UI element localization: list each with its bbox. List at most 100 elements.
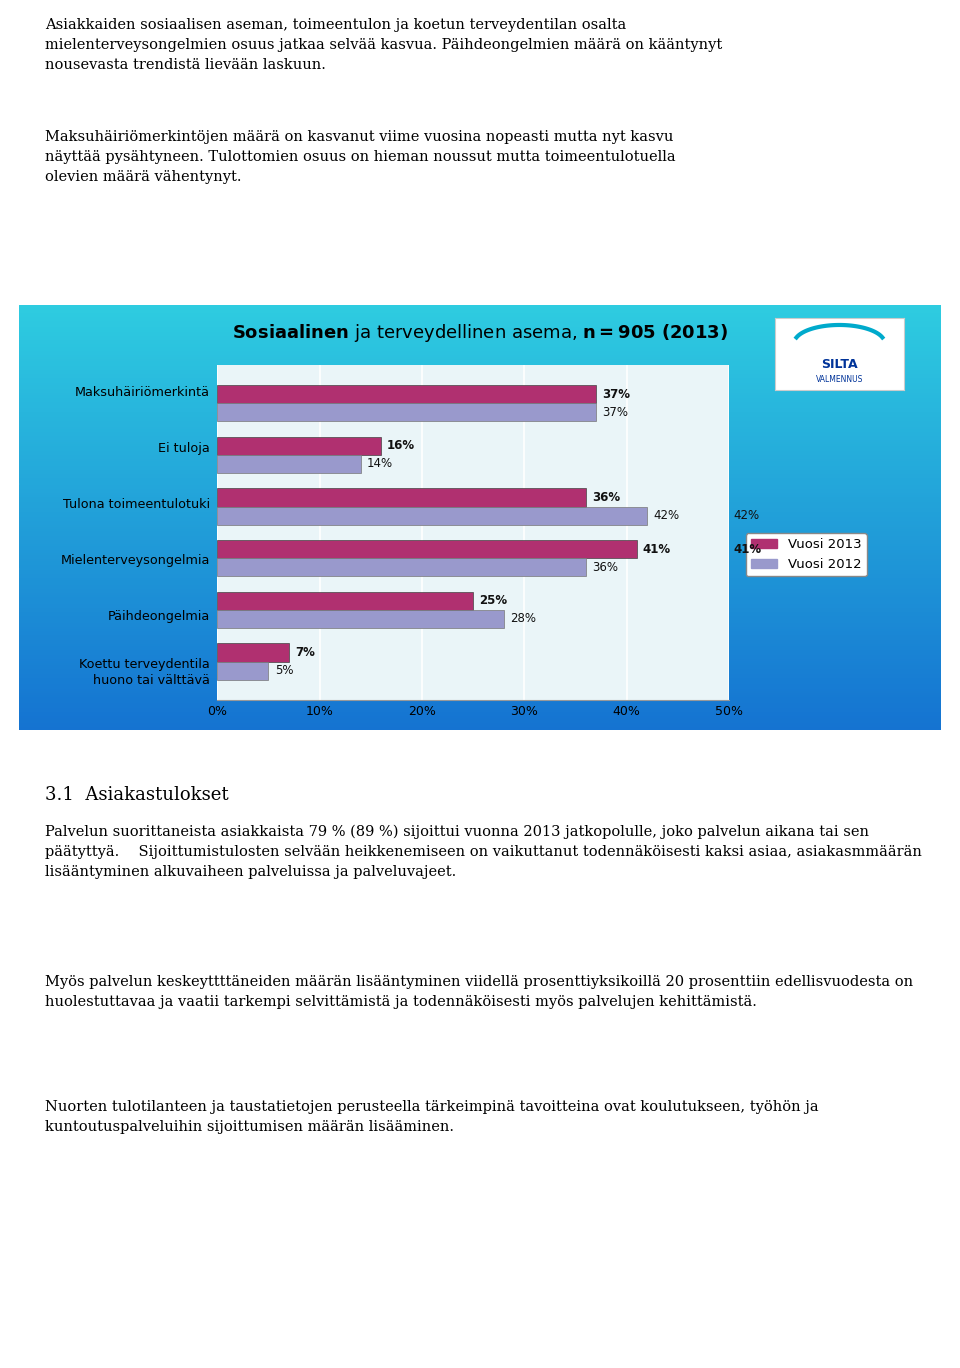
Bar: [19, 728, 941, 731]
Bar: [19, 596, 941, 598]
Bar: [19, 558, 941, 560]
Bar: [19, 339, 941, 341]
Bar: [19, 494, 941, 497]
Bar: [19, 447, 941, 450]
Bar: [19, 516, 941, 517]
Bar: [19, 440, 941, 443]
Bar: [19, 393, 941, 394]
Bar: [19, 689, 941, 692]
Text: 25%: 25%: [479, 594, 507, 607]
Bar: [19, 628, 941, 631]
Text: VALMENNUS: VALMENNUS: [816, 375, 863, 383]
Bar: [19, 547, 941, 550]
Bar: [19, 386, 941, 389]
Bar: [19, 575, 941, 577]
Bar: [19, 724, 941, 726]
Bar: [217, 592, 473, 610]
Bar: [19, 416, 941, 417]
Text: Päihdeongelmia: Päihdeongelmia: [108, 610, 209, 622]
Bar: [19, 397, 941, 398]
Bar: [19, 313, 941, 316]
Bar: [19, 651, 941, 654]
Bar: [19, 669, 941, 670]
Bar: [19, 673, 941, 674]
Bar: [19, 483, 941, 486]
Bar: [19, 588, 941, 590]
Bar: [19, 462, 941, 464]
Bar: [19, 601, 941, 602]
Bar: [19, 609, 941, 611]
Bar: [19, 379, 941, 382]
Text: 14%: 14%: [367, 457, 393, 471]
Bar: [19, 560, 941, 562]
Bar: [19, 305, 941, 308]
Text: Tulona toimeentulotuki: Tulona toimeentulotuki: [62, 498, 209, 510]
Bar: [19, 352, 941, 354]
Bar: [19, 607, 941, 609]
Bar: [217, 456, 361, 473]
Bar: [19, 492, 941, 494]
Bar: [19, 331, 941, 332]
Bar: [19, 694, 941, 696]
Bar: [19, 505, 941, 508]
Bar: [19, 458, 941, 460]
Bar: [19, 550, 941, 551]
Bar: [19, 677, 941, 679]
Bar: [19, 421, 941, 424]
Bar: [19, 335, 941, 337]
Bar: [217, 386, 596, 404]
Bar: [19, 369, 941, 371]
Bar: [19, 659, 941, 662]
Bar: [19, 711, 941, 713]
Bar: [19, 317, 941, 320]
Bar: [217, 662, 269, 680]
Bar: [19, 354, 941, 356]
Text: 36%: 36%: [591, 561, 617, 573]
Bar: [19, 631, 941, 632]
Bar: [19, 621, 941, 624]
Bar: [19, 520, 941, 521]
Bar: [19, 536, 941, 539]
Text: Ei tuloja: Ei tuloja: [157, 442, 209, 456]
Bar: [19, 579, 941, 581]
Text: 41%: 41%: [733, 543, 761, 555]
Bar: [19, 420, 941, 421]
Bar: [19, 469, 941, 471]
Bar: [19, 412, 941, 413]
Bar: [19, 720, 941, 721]
Bar: [19, 473, 941, 475]
Bar: [19, 312, 941, 313]
Bar: [217, 488, 586, 506]
Bar: [19, 521, 941, 524]
Text: 36%: 36%: [591, 491, 620, 503]
Bar: [19, 360, 941, 363]
Bar: [19, 309, 941, 312]
Bar: [19, 373, 941, 375]
Bar: [217, 404, 596, 421]
Bar: [19, 643, 941, 644]
Bar: [19, 316, 941, 317]
Bar: [19, 308, 941, 309]
Bar: [19, 696, 941, 698]
Bar: [217, 436, 381, 456]
Bar: [19, 640, 941, 643]
Bar: [19, 424, 941, 425]
Bar: [19, 627, 941, 628]
Bar: [19, 324, 941, 326]
Legend: Vuosi 2013, Vuosi 2012: Vuosi 2013, Vuosi 2012: [746, 534, 867, 576]
Bar: [19, 709, 941, 711]
Bar: [19, 347, 941, 350]
Bar: [19, 551, 941, 554]
Bar: [19, 670, 941, 673]
Bar: [19, 341, 941, 343]
Bar: [19, 532, 941, 535]
Bar: [19, 451, 941, 454]
Text: Palvelun suorittaneista asiakkaista 79 % (89 %) sijoittui vuonna 2013 jatkopolul: Palvelun suorittaneista asiakkaista 79 %…: [45, 825, 922, 880]
Bar: [19, 517, 941, 520]
Bar: [19, 635, 941, 636]
Bar: [19, 569, 941, 570]
Bar: [19, 443, 941, 445]
Bar: [19, 592, 941, 594]
Bar: [19, 405, 941, 408]
Bar: [19, 382, 941, 383]
